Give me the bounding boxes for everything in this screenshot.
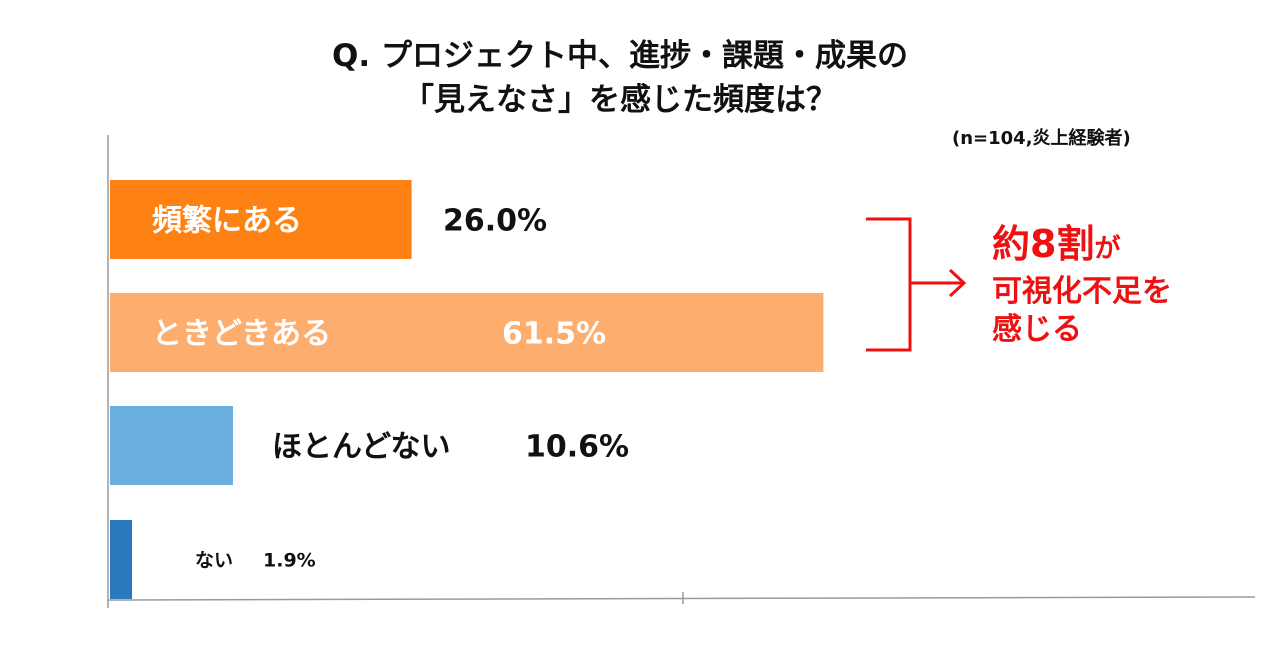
arrow-head — [948, 268, 967, 298]
bar-2 — [110, 293, 824, 372]
value-label-2: 61.5% — [502, 316, 606, 351]
bar-3 — [110, 406, 233, 485]
bracket-line — [866, 217, 912, 352]
chart-title-line2: 「見えなさ」を感じた頻度は？ — [403, 82, 837, 118]
annotation-line2: 可視化不足を — [992, 274, 1172, 309]
bar-1 — [110, 180, 412, 259]
x-axis-line — [107, 596, 1256, 601]
category-label-2: ときどきある — [152, 316, 331, 351]
annotation-line3: 感じる — [992, 312, 1082, 347]
annotation-headline: 約8割 — [992, 222, 1095, 266]
value-label-1: 26.0% — [443, 203, 547, 238]
value-label-4: 1.9% — [263, 549, 316, 571]
category-label-3: ほとんどない — [272, 429, 451, 464]
annotation-particle: が — [1094, 234, 1121, 264]
chart-title-line1: Q. プロジェクト中、進捗・課題・成果の — [332, 38, 908, 74]
bar-4 — [110, 520, 133, 599]
sample-size-note: (n=104,炎上経験者) — [952, 128, 1131, 149]
value-label-3: 10.6% — [525, 429, 629, 464]
category-label-1: 頻繁にある — [152, 203, 302, 238]
category-label-4: ない — [195, 549, 233, 571]
annotation-callout: 約8割が 可視化不足を 感じる — [992, 220, 1172, 349]
chart-title: Q. プロジェクト中、進捗・課題・成果の 「見えなさ」を感じた頻度は？ — [0, 34, 1240, 122]
